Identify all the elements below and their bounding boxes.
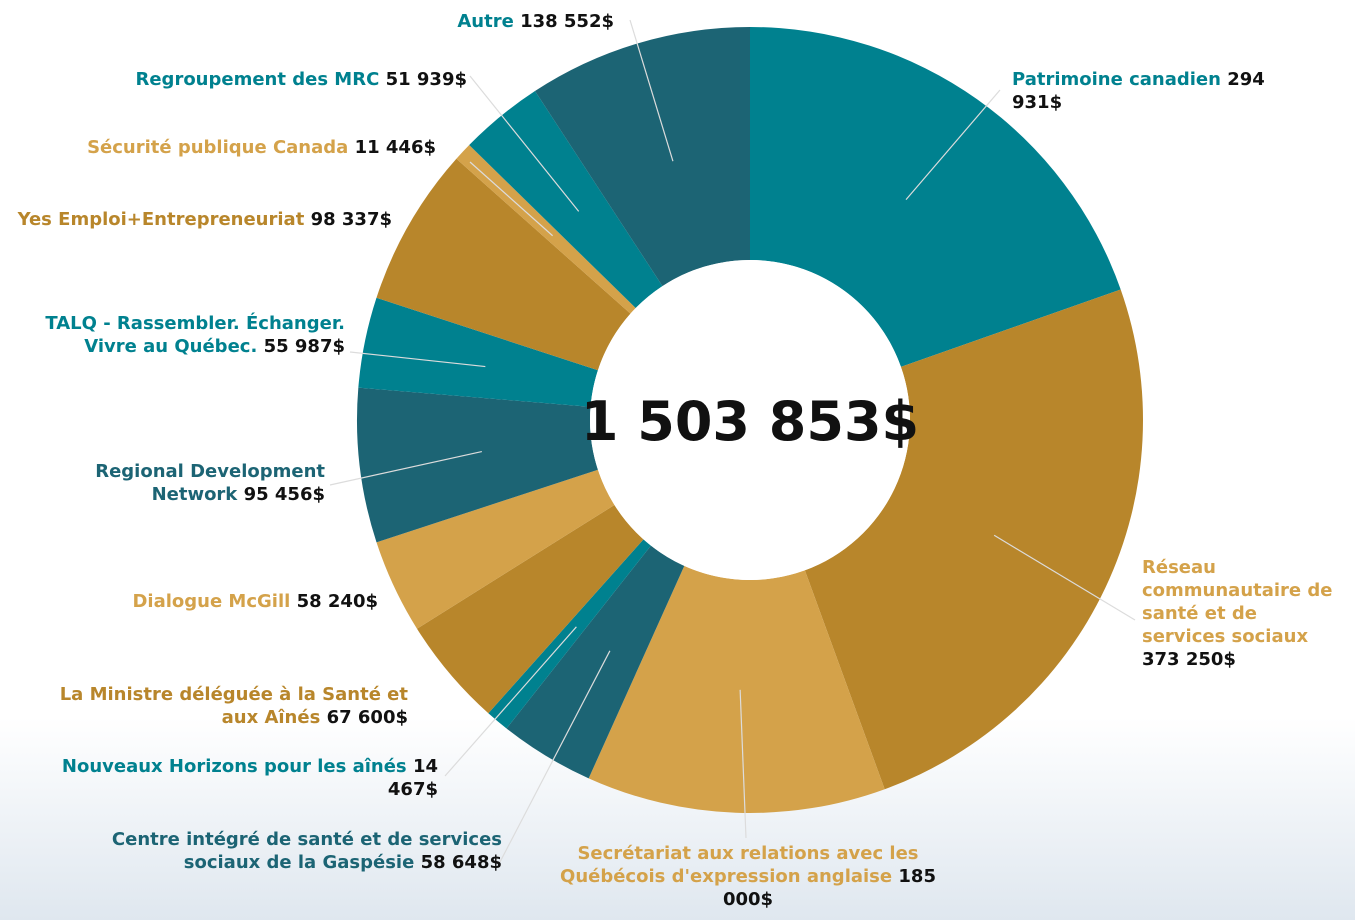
leader-line	[905, 89, 1001, 201]
center-label: 1 503 853$	[581, 390, 919, 453]
category-name: Regional Development Network	[95, 461, 325, 505]
slice-label: Réseau communautaire de santé et de serv…	[1142, 556, 1342, 671]
value-label: 95 456$	[243, 484, 325, 505]
category-name: Autre	[457, 11, 514, 32]
slice-label: Sécurité publique Canada 11 446$	[0, 136, 436, 159]
slice	[534, 27, 750, 287]
slice	[416, 504, 644, 714]
category-name: Regroupement des MRC	[135, 69, 380, 90]
category-name: Yes Emploi+Entrepreneuriat	[17, 209, 305, 230]
category-name: Centre intégré de santé et de services s…	[111, 829, 502, 873]
value-label: 138 552$	[520, 11, 614, 32]
value-label: 14 467$	[387, 756, 438, 800]
leader-line	[629, 19, 674, 162]
value-label: 67 600$	[326, 707, 408, 728]
slice-label: Regroupement des MRC 51 939$	[0, 68, 467, 91]
slice-label: TALQ - Rassembler. Échanger. Vivre au Qu…	[0, 312, 345, 358]
category-name: Nouveaux Horizons pour les aînés	[61, 756, 407, 777]
slice	[376, 158, 631, 371]
slice-label: Autre 138 552$	[314, 10, 614, 33]
category-name: Sécurité publique Canada	[87, 137, 349, 158]
leader-line	[349, 351, 486, 368]
slice	[506, 545, 685, 779]
value-label: 11 446$	[354, 137, 436, 158]
value-label: 51 939$	[385, 69, 467, 90]
leader-line	[444, 626, 577, 777]
slice	[588, 565, 885, 813]
category-name: Patrimoine canadien	[1012, 69, 1221, 90]
slice-label: Regional Development Network 95 456$	[5, 460, 325, 506]
category-name: La Ministre déléguée à la Santé et aux A…	[59, 684, 408, 728]
category-name: Secrétariat aux relations avec les Québé…	[560, 843, 919, 887]
value-label: 55 987$	[263, 336, 345, 357]
slice	[804, 289, 1143, 790]
donut-hole	[590, 260, 910, 580]
slice	[750, 27, 1121, 367]
slice-label: La Ministre déléguée à la Santé et aux A…	[48, 683, 408, 729]
leader-line	[469, 75, 580, 212]
leader-line	[499, 650, 611, 863]
value-label: 294 931$	[1012, 69, 1265, 113]
slice-label: Centre intégré de santé et de services s…	[102, 828, 502, 874]
category-name: TALQ - Rassembler. Échanger. Vivre au Qu…	[45, 313, 345, 357]
value-label: 58 648$	[420, 852, 502, 873]
slice	[358, 297, 598, 407]
value-label: 58 240$	[296, 591, 378, 612]
slice-label: Nouveaux Horizons pour les aînés 14 467$	[8, 755, 438, 801]
category-name: Réseau communautaire de santé et de serv…	[1142, 557, 1333, 647]
leader-line	[469, 161, 554, 237]
slice	[469, 91, 663, 309]
value-label: 185 000$	[722, 866, 936, 910]
leader-line	[993, 534, 1136, 621]
leader-line	[739, 689, 747, 839]
value-label: 98 337$	[310, 209, 392, 230]
slice-label: Patrimoine canadien 294 931$	[1012, 68, 1302, 114]
slice-label: Dialogue McGill 58 240$	[78, 590, 378, 613]
leader-line	[329, 450, 482, 486]
slice-label: Secrétariat aux relations avec les Québé…	[548, 842, 948, 911]
slice	[376, 469, 615, 629]
slice	[357, 387, 598, 543]
value-label: 373 250$	[1142, 649, 1236, 670]
slice-label: Yes Emploi+Entrepreneuriat 98 337$	[0, 208, 392, 231]
category-name: Dialogue McGill	[132, 591, 291, 612]
